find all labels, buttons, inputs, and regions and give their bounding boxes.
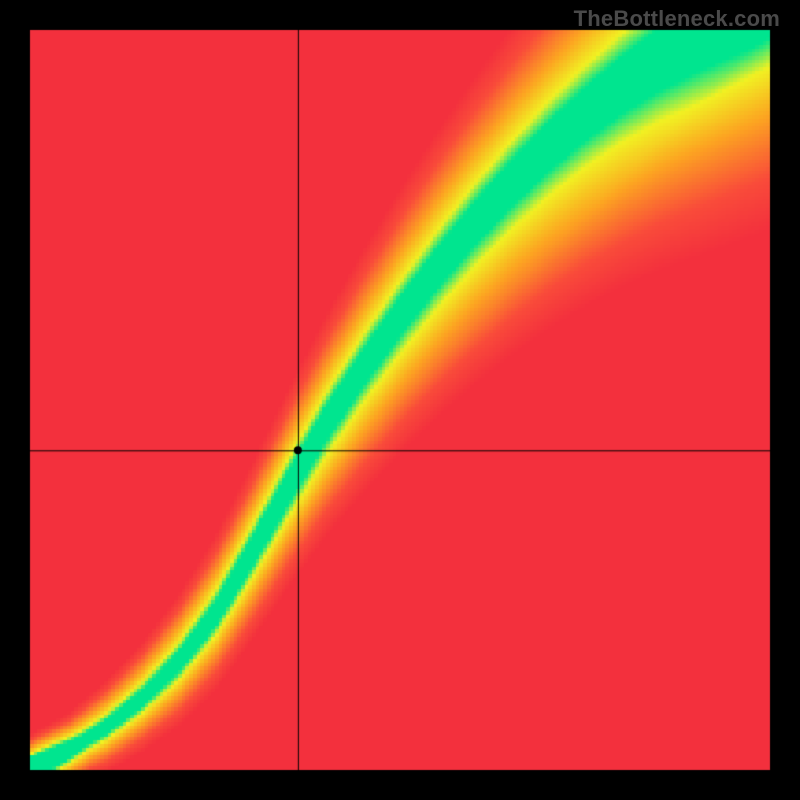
bottleneck-heatmap-container: TheBottleneck.com [0, 0, 800, 800]
heatmap-canvas [0, 0, 800, 800]
watermark-label: TheBottleneck.com [574, 6, 780, 32]
